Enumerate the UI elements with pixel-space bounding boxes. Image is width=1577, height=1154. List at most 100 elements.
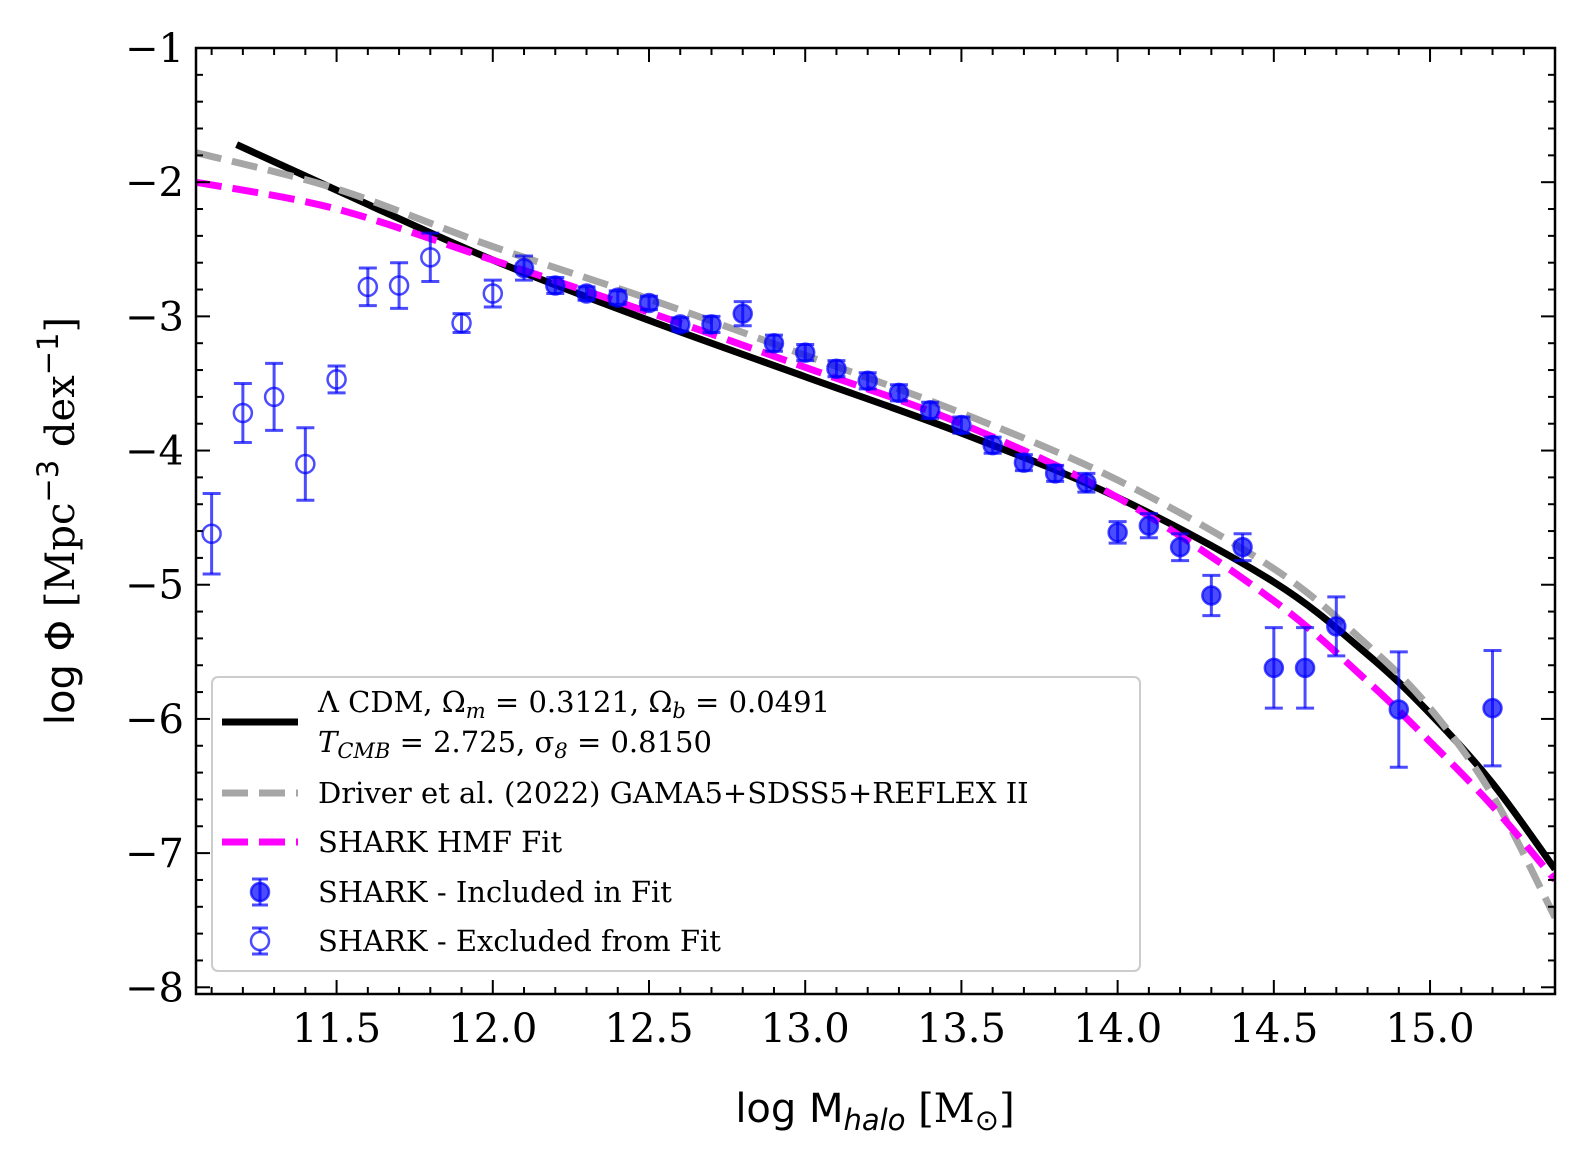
legend-label-lcdm-line1: Λ CDM, Ωm = 0.3121, Ωb = 0.0491 [317, 685, 830, 723]
data-point [732, 300, 753, 328]
marker-filled [857, 370, 878, 392]
data-point [1013, 452, 1035, 473]
marker-filled [1138, 515, 1160, 536]
marker-filled [1388, 699, 1410, 720]
data-point [638, 292, 660, 314]
data-point [1138, 512, 1160, 540]
y-axis-label-unit: [Mpc [38, 503, 84, 608]
data-point [201, 491, 222, 576]
data-point [1388, 650, 1410, 769]
data-point [951, 414, 972, 436]
series-line-2 [196, 178, 1555, 883]
data-point [919, 400, 941, 421]
marker-open [295, 453, 316, 475]
x-axis-label-close: ] [999, 1086, 1015, 1132]
x-tick-label: 13.0 [761, 1006, 850, 1052]
data-point [357, 266, 379, 308]
marker-filled [1076, 472, 1097, 494]
legend-label-excluded: SHARK - Excluded from Fit [318, 924, 721, 958]
y-tick-label: −3 [125, 294, 184, 340]
marker-filled [545, 275, 566, 296]
x-axis-label: log Mhalo [M⊙] [735, 1086, 1014, 1137]
marker-filled [701, 314, 722, 335]
marker-open [263, 386, 285, 408]
data-point [576, 283, 597, 304]
data-point [826, 358, 847, 379]
data-point [1232, 532, 1253, 563]
data-point [1326, 595, 1347, 658]
data-point [1263, 626, 1285, 710]
data-point [763, 332, 785, 354]
legend-box [211, 676, 1141, 972]
y-tick-label: −7 [125, 831, 184, 877]
marker-filled [576, 283, 597, 304]
data-point [1169, 532, 1191, 563]
marker-filled [919, 400, 941, 421]
data-point [982, 434, 1003, 456]
marker-filled [1169, 536, 1191, 558]
y-tick-label: −1 [125, 26, 184, 72]
data-point [388, 261, 410, 310]
marker-filled [1013, 452, 1035, 473]
data-point [669, 314, 691, 335]
marker-filled [1201, 585, 1222, 606]
ticks-layer: 11.5 12.0 12.5 13.0 13.5 14.0 14.5 15.0 −1 −2 −3 −4… [125, 26, 1556, 1052]
x-tick-label: 12.5 [604, 1006, 693, 1052]
y-tick-label: −2 [125, 160, 184, 206]
x-tick-label: 14.5 [1229, 1006, 1318, 1052]
marker-open [326, 369, 347, 390]
x-tick-label: 13.5 [917, 1006, 1006, 1052]
data-point [232, 381, 254, 445]
data-point [1044, 463, 1066, 484]
data-point [1482, 648, 1503, 768]
data-point [1201, 573, 1222, 618]
series-line-1 [196, 149, 1555, 920]
marker-open [482, 283, 504, 304]
data-point [263, 361, 285, 432]
marker-filled [1482, 697, 1503, 719]
marker-filled [888, 382, 910, 404]
marker-open [232, 402, 254, 424]
legend-label-included: SHARK - Included in Fit [318, 875, 672, 909]
data-point [857, 370, 878, 392]
marker-open [451, 312, 472, 334]
x-tick-label: 15.0 [1386, 1006, 1475, 1052]
x-tick-label: 11.5 [292, 1006, 381, 1052]
x-axis-label-sub: halo [844, 1103, 906, 1137]
y-axis-label-prefix: log Φ [38, 607, 84, 725]
marker-filled [607, 287, 629, 308]
y-axis-label: log Φ [Mpc−3 dex−1] [31, 317, 84, 725]
plot-frame [194, 46, 1557, 996]
legend-swatch-included [249, 877, 271, 907]
marker-filled [794, 342, 816, 363]
legend: Λ CDM, Ωm = 0.3121, Ωb = 0.0491 TCMB = 2… [211, 676, 1141, 972]
marker-filled [951, 414, 972, 436]
data-point [326, 364, 347, 395]
data-point [482, 278, 504, 309]
marker-filled [1044, 463, 1066, 484]
marker-filled [826, 358, 847, 379]
data-point [545, 275, 566, 296]
marker-filled [732, 303, 753, 324]
marker-filled [1263, 657, 1285, 679]
data-point [513, 254, 535, 282]
data-point [1294, 626, 1316, 710]
data-point [295, 426, 316, 502]
y-axis-label-sup1: −3 [31, 460, 65, 503]
marker-filled [982, 434, 1003, 456]
legend-label-shark-fit: SHARK HMF Fit [318, 825, 563, 859]
marker-filled [1107, 522, 1128, 543]
points-layer [201, 231, 1503, 769]
marker-open [201, 523, 222, 544]
x-axis-label-unit: [M [905, 1086, 974, 1132]
marker-open [420, 247, 441, 268]
y-tick-label: −8 [125, 965, 184, 1011]
data-point [888, 382, 910, 404]
x-axis-label-prefix: log M [735, 1086, 843, 1132]
y-axis-label-mid: dex [38, 375, 84, 460]
marker-filled [763, 332, 785, 354]
legend-label-lcdm-line2: TCMB = 2.725, σ8 = 0.8150 [318, 725, 712, 763]
marker-filled [513, 257, 535, 279]
